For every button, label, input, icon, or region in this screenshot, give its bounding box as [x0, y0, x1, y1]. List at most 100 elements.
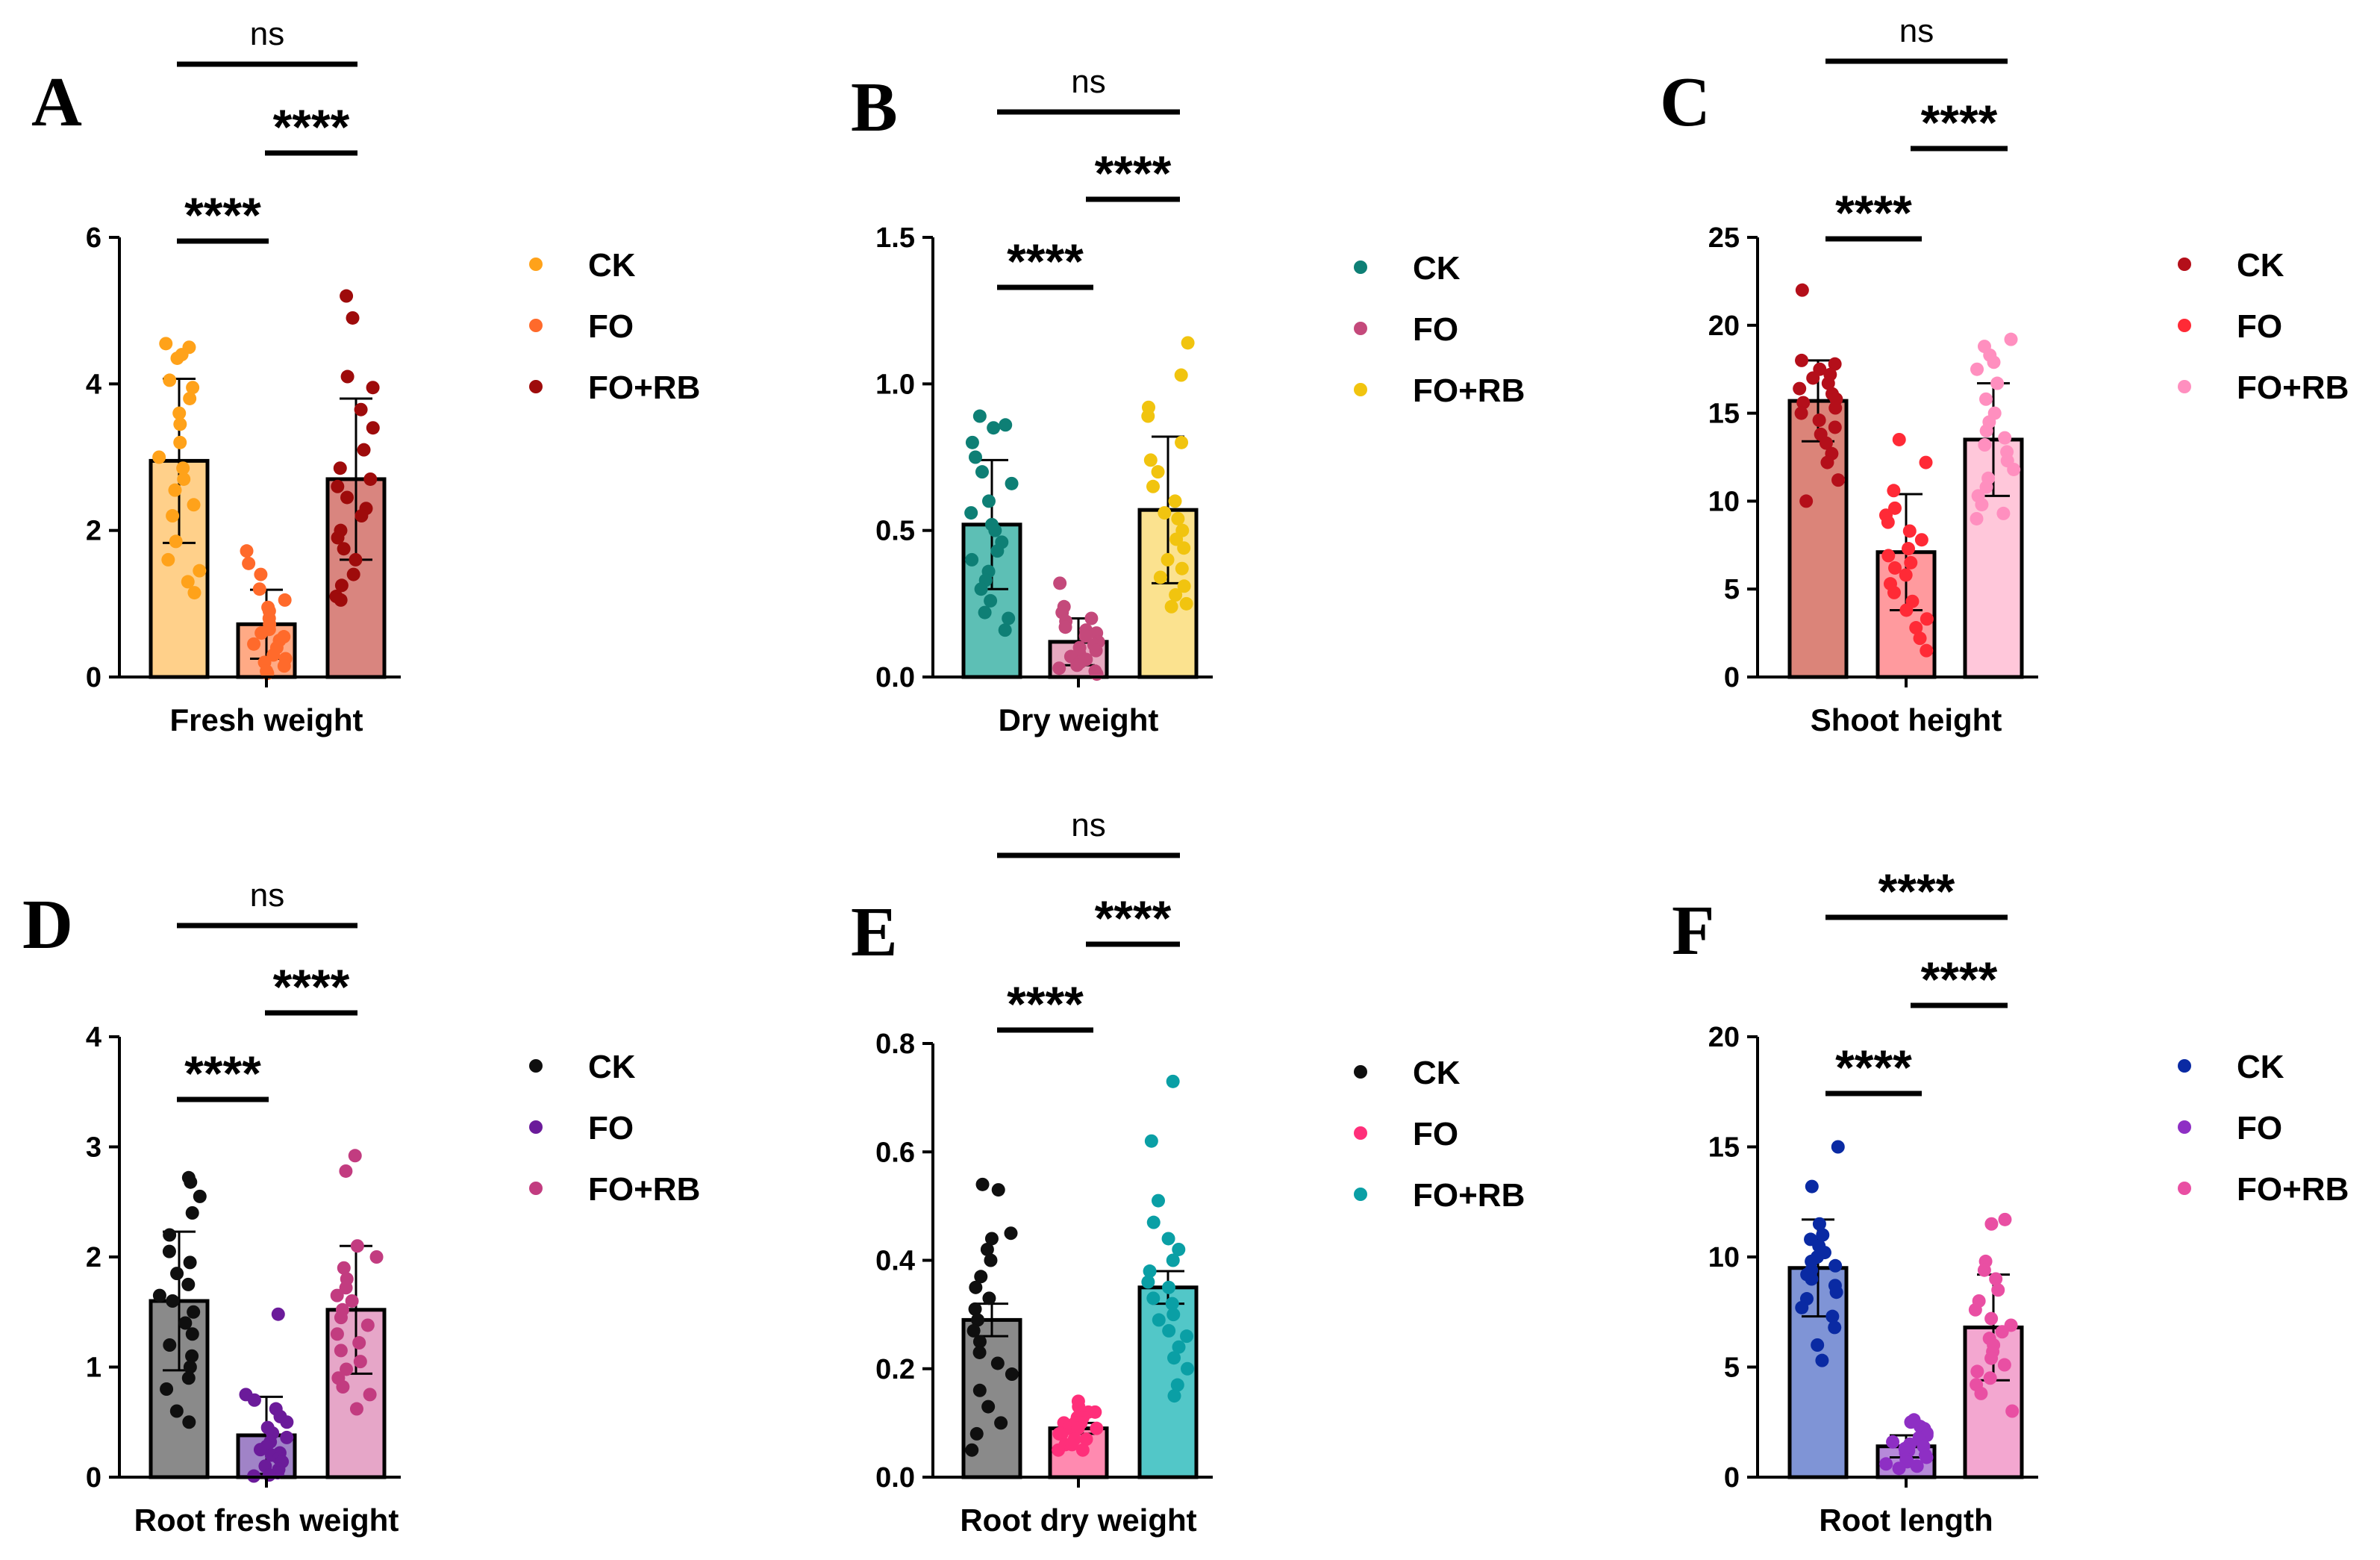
data-point	[172, 406, 187, 420]
data-point	[1984, 1217, 1999, 1231]
data-point	[981, 1400, 996, 1414]
legend-label: FO	[588, 308, 634, 345]
data-point	[1181, 1361, 1195, 1376]
data-point	[1075, 1443, 1090, 1457]
legend-label: FO	[2237, 1110, 2282, 1146]
significance-label: ****	[1835, 1040, 1912, 1095]
data-point	[1164, 599, 1178, 614]
data-point	[1968, 1302, 1982, 1317]
legend-label: FO+RB	[2237, 1171, 2349, 1208]
data-point	[1811, 1338, 1825, 1352]
data-point	[1078, 629, 1093, 643]
chart-panel-d: D 0 1 2 3 4 Root fresh weight ******** ns CK FO FO+…	[22, 877, 700, 1538]
data-point	[987, 421, 1001, 435]
data-point	[331, 479, 345, 493]
data-point	[254, 567, 268, 581]
data-point	[169, 1404, 184, 1418]
y-tick-label: 3	[86, 1132, 101, 1164]
data-point	[994, 1416, 1008, 1430]
data-point	[334, 578, 349, 593]
data-point	[1089, 643, 1103, 658]
data-point	[1166, 1308, 1181, 1322]
data-point	[340, 490, 354, 505]
significance-label: ****	[273, 959, 350, 1014]
data-point	[1979, 480, 1993, 494]
data-point	[1171, 511, 1185, 525]
data-point	[173, 417, 187, 431]
data-point	[1052, 661, 1066, 676]
data-point	[1052, 1426, 1066, 1441]
y-tick-label: 25	[1708, 222, 1740, 254]
data-point	[2004, 332, 2018, 346]
data-point	[1005, 1367, 1019, 1382]
data-point	[340, 369, 354, 384]
data-point	[330, 1327, 344, 1341]
data-point	[1153, 570, 1167, 584]
data-point	[1158, 506, 1172, 520]
y-tick-label: 5	[1724, 574, 1740, 605]
y-tick-label: 20	[1708, 1022, 1740, 1053]
data-point	[1920, 612, 1934, 626]
data-point	[975, 465, 989, 479]
significance-label: ns	[1899, 13, 1934, 49]
data-point	[984, 593, 998, 608]
data-point	[1161, 1232, 1175, 1246]
data-point	[183, 1360, 197, 1374]
y-tick-label: 10	[1708, 1242, 1740, 1273]
data-point	[1174, 368, 1188, 382]
data-point	[187, 586, 202, 600]
data-point	[1828, 401, 1843, 415]
data-point	[1902, 542, 1916, 556]
legend-marker	[1354, 322, 1367, 335]
data-point	[1812, 1217, 1826, 1231]
data-point	[363, 472, 378, 486]
y-tick-label: 15	[1708, 1132, 1740, 1164]
data-point	[1881, 515, 1895, 529]
significance-label: ****	[273, 99, 350, 155]
data-point	[334, 1344, 348, 1358]
data-point	[982, 1291, 996, 1305]
data-point	[187, 498, 201, 512]
data-point	[991, 1183, 1005, 1197]
y-tick-label: 10	[1708, 486, 1740, 517]
data-point	[1816, 1228, 1830, 1242]
data-point	[1887, 484, 1901, 498]
data-point	[1794, 406, 1808, 420]
data-point	[1141, 1275, 1155, 1289]
data-point	[2007, 462, 2021, 476]
data-point	[1831, 473, 1846, 487]
data-point	[1886, 1435, 1900, 1449]
data-point	[334, 1311, 348, 1325]
chart-panel-b: B 0.0 0.5 1.0 1.5 Dry weight ******** ns CK FO FO+…	[851, 63, 1525, 737]
data-point	[193, 564, 207, 578]
data-point	[271, 1307, 285, 1321]
data-point	[1084, 611, 1099, 625]
data-point	[1888, 561, 1902, 575]
panel-letter: D	[22, 886, 73, 964]
legend-label: FO+RB	[588, 369, 700, 406]
data-point	[1146, 1291, 1161, 1305]
data-point	[1002, 611, 1016, 625]
data-point	[1152, 1194, 1166, 1208]
data-point	[1165, 1297, 1179, 1311]
chart-panel-c: C 0 5 10 15 20 25 Shoot height ******** ns CK FO FO+…	[1660, 13, 2349, 737]
legend-label: FO	[588, 1110, 634, 1146]
legend-marker	[2178, 258, 2191, 271]
data-point	[163, 1338, 177, 1352]
legend-label: CK	[2237, 1049, 2284, 1085]
data-point	[278, 593, 292, 607]
legend-label: FO	[2237, 308, 2282, 345]
data-point	[984, 1253, 998, 1267]
data-point	[177, 472, 191, 486]
significance-label: ****	[1921, 952, 1998, 1007]
data-point	[1793, 381, 1807, 396]
data-point	[1169, 532, 1184, 546]
significance-label: ns	[1071, 63, 1105, 100]
data-point	[972, 1383, 987, 1397]
data-point	[162, 1244, 176, 1258]
data-point	[1170, 1378, 1184, 1392]
data-point	[990, 544, 1005, 558]
significance-label: ns	[250, 16, 284, 52]
data-point	[1970, 511, 1984, 525]
data-point	[185, 1327, 199, 1341]
